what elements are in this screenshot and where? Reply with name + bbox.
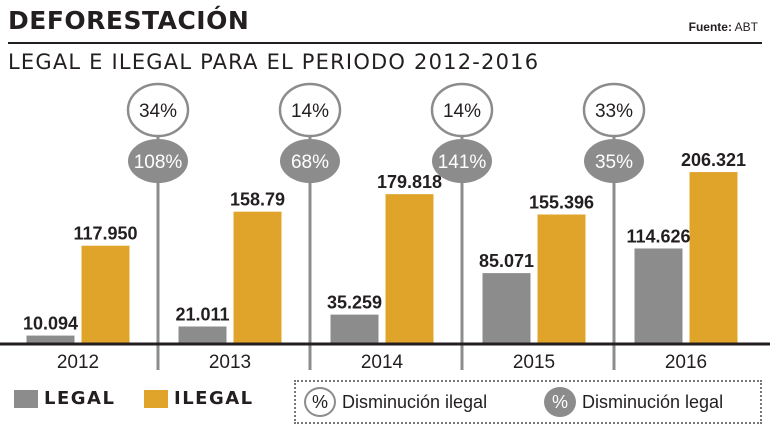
data-label-ilegal: 179.818: [377, 172, 442, 192]
x-tick-label: 2014: [361, 352, 404, 373]
disminucion-ilegal-label: 14%: [291, 101, 329, 122]
data-label-ilegal: 117.950: [73, 224, 137, 244]
legend-ilegal-label: ILEGAL: [174, 388, 254, 409]
percent-outline-icon: %: [304, 387, 336, 417]
bar-legal: [634, 248, 683, 344]
bar-ilegal: [689, 172, 738, 344]
legend-legal-swatch: [14, 389, 38, 408]
bar-legal: [330, 314, 379, 344]
disminucion-legal-label: 68%: [291, 152, 329, 173]
data-label-legal: 10.094: [23, 314, 78, 334]
data-label-legal: 85.071: [479, 251, 534, 271]
x-tick-label: 2016: [665, 352, 707, 373]
bar-legal: [482, 273, 531, 344]
data-label-ilegal: 206.321: [681, 150, 746, 170]
source-value: ABT: [734, 20, 758, 34]
disminucion-ilegal-label: 33%: [595, 101, 633, 122]
disminucion-ilegal-bubble: [582, 82, 646, 138]
disminucion-legal-bubble: [128, 139, 188, 183]
data-label-legal: 114.626: [626, 226, 690, 246]
bar-ilegal: [81, 245, 130, 344]
legend-disminucion-ilegal-label: Disminución ilegal: [342, 391, 488, 412]
legend-disminucion-legal-label: Disminución legal: [582, 391, 724, 412]
x-tick-label: 2012: [57, 352, 99, 373]
disminucion-legal-label: 141%: [438, 152, 487, 173]
title-rule: [8, 42, 762, 44]
disminucion-legal-label: 108%: [134, 152, 183, 173]
disminucion-legal-bubble: [584, 139, 644, 183]
x-tick-label: 2013: [209, 352, 251, 373]
source-note: Fuente: ABT: [689, 20, 758, 34]
x-tick-label: 2015: [513, 352, 555, 373]
disminucion-ilegal-label: 34%: [139, 101, 177, 122]
data-label-ilegal: 155.396: [529, 193, 594, 213]
legend-legal: LEGAL: [14, 388, 115, 409]
legend-ilegal-swatch: [144, 389, 168, 408]
chart-title: DEFORESTACIÓN: [8, 6, 250, 35]
disminucion-ilegal-bubble: [430, 82, 494, 138]
bar-ilegal: [385, 194, 434, 344]
disminucion-legend: % Disminución ilegal % Disminución legal: [294, 380, 762, 424]
disminucion-legal-bubble: [280, 139, 340, 183]
data-label-legal: 35.259: [327, 293, 382, 313]
disminucion-ilegal-label: 14%: [443, 101, 481, 122]
data-label-legal: 21.011: [175, 304, 229, 324]
disminucion-ilegal-bubble: [278, 82, 342, 138]
legend-disminucion-ilegal: % Disminución ilegal: [304, 387, 487, 417]
legend-legal-label: LEGAL: [44, 388, 116, 409]
bar-legal: [26, 335, 75, 344]
disminucion-legal-label: 35%: [595, 152, 633, 173]
disminucion-legal-bubble: [432, 139, 492, 183]
source-label: Fuente:: [688, 20, 732, 34]
bar-ilegal: [537, 214, 586, 344]
chart-subtitle: LEGAL E ILEGAL PARA EL PERIODO 2012-2016: [8, 50, 540, 74]
bar-ilegal: [233, 211, 282, 344]
bar-legal: [178, 326, 227, 344]
legend-disminucion-legal: % Disminución legal: [544, 387, 723, 417]
percent-filled-icon: %: [544, 387, 576, 417]
data-label-ilegal: 158.79: [230, 190, 285, 210]
disminucion-ilegal-bubble: [126, 82, 190, 138]
legend-ilegal: ILEGAL: [144, 388, 254, 409]
